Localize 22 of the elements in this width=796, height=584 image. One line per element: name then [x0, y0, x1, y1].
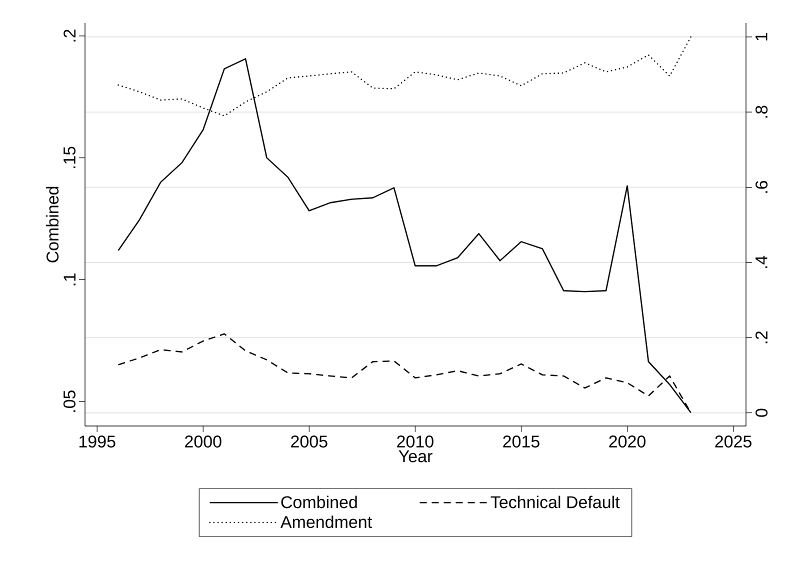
- y2-tick-label: 0: [756, 408, 768, 417]
- x-tick-label: 2025: [715, 436, 752, 448]
- y-tick-label: .05: [63, 390, 76, 412]
- x-tick-label: 2020: [609, 436, 646, 448]
- y-tick-label: .2: [64, 30, 76, 42]
- x-tick-label: 2005: [291, 436, 328, 448]
- y2-tick-label: .2: [756, 331, 768, 344]
- x-tick-label: 2015: [503, 436, 540, 448]
- y-tick-label: .1: [64, 273, 76, 286]
- y2-tick-label: .4: [756, 256, 768, 268]
- y2-tick-label: 1: [756, 33, 768, 40]
- legend-label: Technical Default: [490, 496, 620, 508]
- x-tick-label: 2010: [397, 436, 434, 448]
- x-tick-label: 2000: [185, 436, 222, 448]
- legend-label: Amendment: [280, 516, 372, 528]
- y2-tick-label: .6: [756, 180, 768, 193]
- x-axis-title: Year: [398, 450, 432, 462]
- y2-tick-label: .8: [756, 106, 768, 118]
- y-tick-label: .15: [64, 146, 76, 168]
- legend-label: Combined: [281, 496, 357, 508]
- x-tick-label: 1995: [79, 436, 116, 448]
- y-axis-title: Combined: [46, 186, 59, 262]
